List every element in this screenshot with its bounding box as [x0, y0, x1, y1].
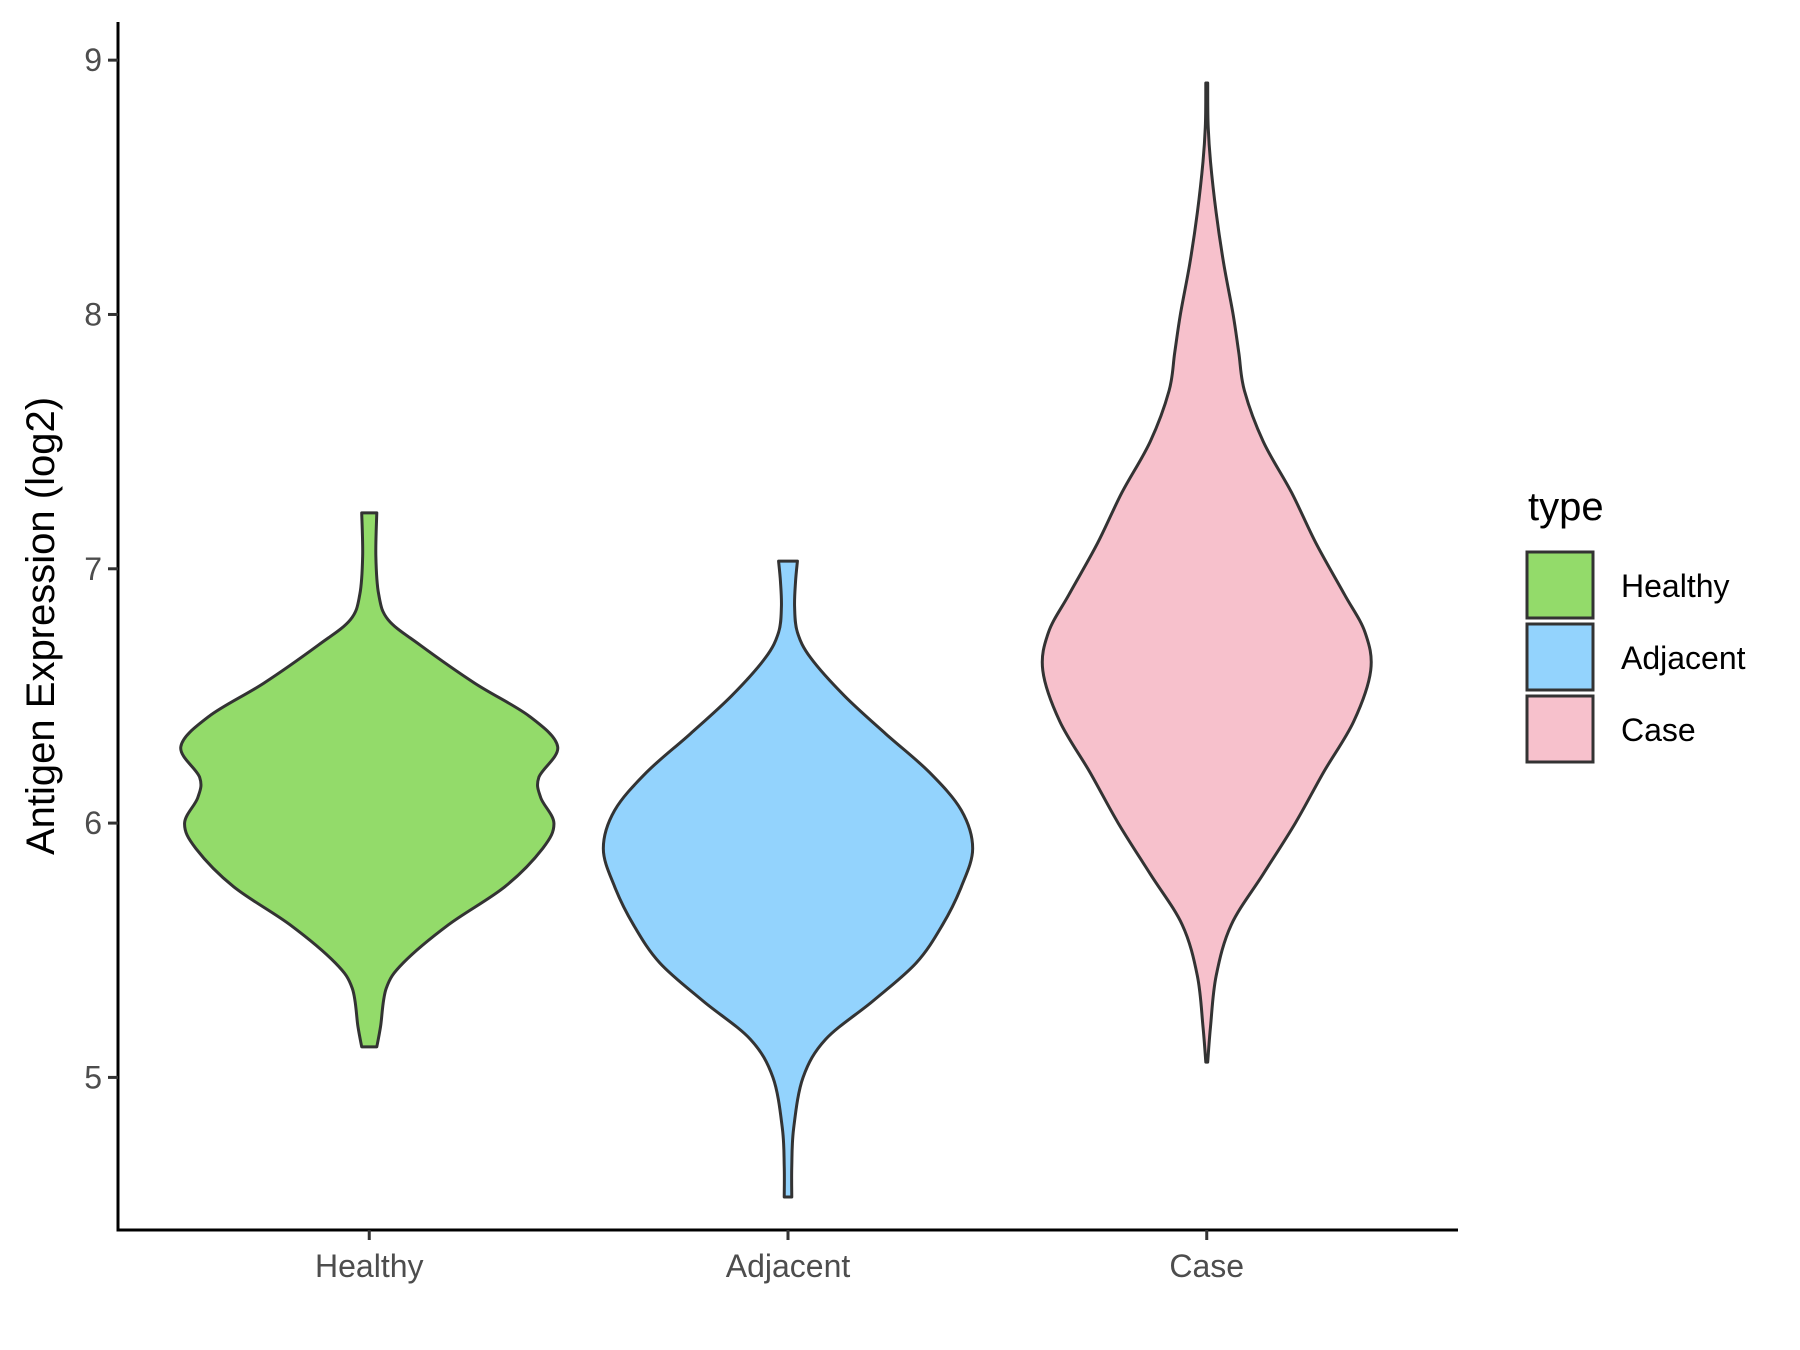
legend-key-adjacent	[1525, 622, 1595, 692]
y-tick-label: 6	[84, 805, 102, 841]
violin-adjacent	[601, 559, 975, 1199]
x-tick-label-case: Case	[1169, 1248, 1244, 1284]
x-tick-label-healthy: Healthy	[315, 1248, 424, 1284]
legend-label-healthy: Healthy	[1621, 568, 1730, 604]
y-tick-label: 5	[84, 1059, 102, 1095]
violin-healthy	[179, 511, 560, 1049]
legend-key-healthy	[1525, 550, 1595, 620]
legend-label-adjacent: Adjacent	[1621, 640, 1746, 676]
y-tick-label: 8	[84, 296, 102, 332]
y-tick-label: 7	[84, 551, 102, 587]
legend-key-case	[1525, 694, 1595, 764]
y-tick-label: 9	[84, 42, 102, 78]
legend-title: type	[1528, 485, 1604, 529]
violin-group	[179, 81, 1373, 1199]
y-axis-title: Antigen Expression (log2)	[19, 397, 63, 855]
violin-case	[1040, 81, 1373, 1064]
legend-label-case: Case	[1621, 712, 1696, 748]
x-tick-group: Healthy Adjacent Case	[315, 1230, 1244, 1284]
legend: type Healthy Adjacent Case	[1525, 485, 1746, 764]
y-tick-group: 5 6 7 8 9	[84, 42, 118, 1095]
x-tick-label-adjacent: Adjacent	[726, 1248, 851, 1284]
